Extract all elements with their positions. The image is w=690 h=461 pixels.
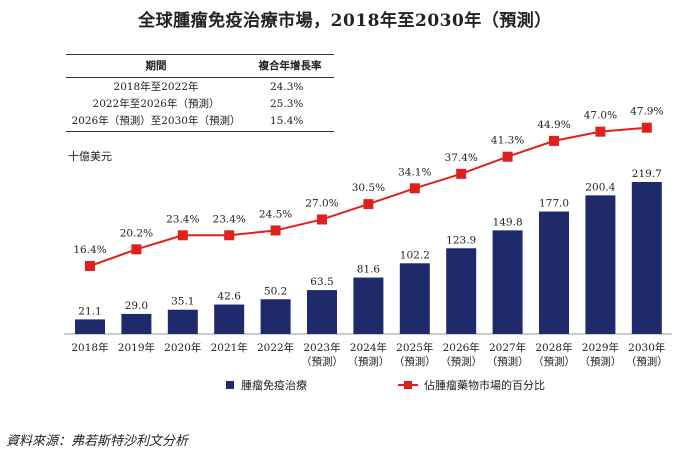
x-tick-label: （預測） xyxy=(440,355,482,368)
bar-value-label: 29.0 xyxy=(125,300,148,312)
bar-value-label: 102.2 xyxy=(400,249,430,261)
x-tick-label: （預測） xyxy=(487,355,529,368)
line-value-label: 16.4% xyxy=(73,244,106,256)
bar xyxy=(585,195,616,334)
bar-value-label: 123.9 xyxy=(446,234,476,246)
bar xyxy=(353,277,384,334)
line-marker xyxy=(131,244,142,255)
line-marker xyxy=(177,230,188,241)
line-value-label: 41.3% xyxy=(491,135,524,147)
line-value-label: 34.1% xyxy=(398,166,431,178)
line-marker xyxy=(270,225,281,236)
line-marker xyxy=(549,135,559,146)
x-tick-label: 2028年 xyxy=(535,341,572,354)
cagr-row: 2018年至2022年 24.3% xyxy=(66,78,334,96)
x-tick-label: 2022年 xyxy=(257,341,294,354)
line-value-label: 23.4% xyxy=(166,213,199,225)
x-tick-label: 2019年 xyxy=(118,341,155,354)
bar xyxy=(307,290,337,334)
bar xyxy=(260,299,291,334)
line-value-label: 44.9% xyxy=(537,119,570,131)
line-marker xyxy=(85,261,95,271)
bar-value-label: 177.0 xyxy=(539,198,569,210)
line-value-label: 37.4% xyxy=(445,152,478,164)
line-marker xyxy=(502,151,513,162)
bar-value-label: 200.4 xyxy=(585,181,615,193)
line-value-label: 23.4% xyxy=(213,213,246,225)
line-marker xyxy=(456,168,467,179)
line-marker xyxy=(317,214,327,225)
cagr-rate: 24.3% xyxy=(270,80,304,93)
x-tick-label: 2026年 xyxy=(443,341,480,354)
x-tick-label: （預測） xyxy=(301,355,343,368)
bar xyxy=(121,313,152,334)
x-tick-label: 2024年 xyxy=(350,341,387,354)
cagr-header-rate: 複合年增長率 xyxy=(246,54,334,78)
bar xyxy=(167,309,198,334)
x-tick-label: 2020年 xyxy=(164,341,201,354)
bar xyxy=(75,319,105,334)
cagr-row: 2022年至2026年（預測） 25.3% xyxy=(66,95,334,112)
bar-value-label: 219.7 xyxy=(632,168,662,180)
bar-value-label: 42.6 xyxy=(218,291,242,303)
cagr-period: 2018年至2022年 xyxy=(113,81,199,93)
bar-value-label: 63.5 xyxy=(310,276,333,288)
cagr-header-period: 期間 xyxy=(66,54,246,78)
cagr-period: 2026年（預測）至2030年（預測） xyxy=(66,112,246,132)
bar-value-label: 81.6 xyxy=(357,264,381,276)
legend-line-marker xyxy=(404,381,412,389)
source-note: 資料來源：弗若斯特沙利文分析 xyxy=(6,434,189,449)
cagr-rate: 25.3% xyxy=(270,97,304,110)
chart-title: 全球腫瘤免疫治療市場，2018年至2030年（預測） xyxy=(138,11,552,31)
x-tick-label: 2029年 xyxy=(582,341,619,354)
legend-line-label: 佔腫瘤藥物市場的百分比 xyxy=(424,378,545,392)
line-marker xyxy=(363,199,374,210)
bar xyxy=(631,182,662,334)
bar xyxy=(492,230,523,334)
line-marker xyxy=(595,126,606,137)
legend-bar-swatch xyxy=(226,381,234,389)
x-tick-label: （預測） xyxy=(579,355,621,368)
bar xyxy=(214,304,245,334)
cagr-row: 2026年（預測）至2030年（預測） 15.4% xyxy=(66,112,334,132)
x-tick-label: 2025年 xyxy=(396,341,433,354)
x-tick-label: （預測） xyxy=(394,355,436,368)
x-tick-label: 2018年 xyxy=(71,341,108,354)
line-value-label: 24.5% xyxy=(259,208,292,220)
bar xyxy=(539,211,569,334)
x-tick-label: （預測） xyxy=(533,355,575,368)
line-value-label: 20.2% xyxy=(120,227,153,239)
bar xyxy=(446,248,477,334)
bar-value-label: 35.1 xyxy=(171,296,194,308)
line-value-label: 47.9% xyxy=(630,106,663,118)
bar-value-label: 149.8 xyxy=(493,216,523,228)
unit-label: 十億美元 xyxy=(68,150,112,163)
x-tick-label: （預測） xyxy=(347,355,389,368)
line-marker xyxy=(224,230,235,241)
cagr-period: 2022年至2026年（預測） xyxy=(92,98,220,110)
cagr-table: 期間 複合年增長率 2018年至2022年 24.3% 2022年至2026年（… xyxy=(66,54,334,132)
x-tick-label: （預測） xyxy=(626,355,668,368)
line-value-label: 30.5% xyxy=(352,182,385,194)
bar xyxy=(399,263,430,334)
bar-value-label: 21.1 xyxy=(78,305,101,317)
x-tick-label: 2023年 xyxy=(303,341,340,354)
x-tick-label: 2027年 xyxy=(489,341,526,354)
bar-value-label: 50.2 xyxy=(264,285,287,297)
line-value-label: 47.0% xyxy=(584,110,617,122)
line-marker xyxy=(641,122,652,133)
line-marker xyxy=(409,183,420,194)
legend-bar-label: 腫瘤免疫治療 xyxy=(241,378,307,392)
x-tick-label: 2030年 xyxy=(628,341,665,354)
cagr-header-row: 期間 複合年增長率 xyxy=(66,54,334,78)
line-value-label: 27.0% xyxy=(305,197,338,209)
cagr-rate: 15.4% xyxy=(246,112,334,132)
x-tick-label: 2021年 xyxy=(211,341,248,354)
